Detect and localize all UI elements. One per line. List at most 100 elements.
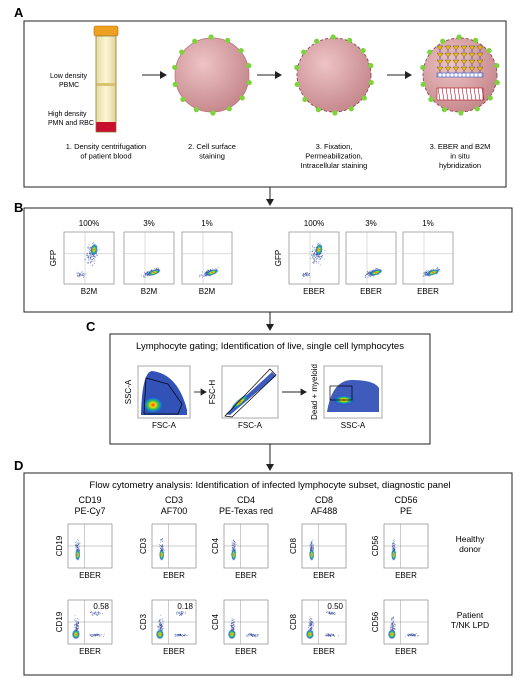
event-dot: [78, 271, 80, 273]
event-dot: [392, 621, 393, 623]
event-dot: [90, 255, 92, 257]
event-dot: [309, 273, 311, 274]
event-dot: [439, 270, 441, 272]
event-dot: [319, 258, 321, 260]
event-dot: [308, 626, 310, 628]
event-dot: [76, 625, 78, 626]
event-dot: [176, 634, 178, 636]
eber-probes-icon: [436, 45, 485, 101]
event-dot: [202, 275, 204, 277]
event-dot: [159, 622, 161, 624]
event-dot: [248, 634, 250, 636]
event-dot: [393, 543, 395, 544]
event-dot: [145, 273, 147, 274]
event-dot: [392, 622, 393, 624]
percent-label: 100%: [79, 219, 99, 228]
event-dot: [93, 258, 95, 260]
event-dot: [73, 626, 75, 628]
step-label-2: staining: [199, 152, 225, 161]
event-dot: [393, 629, 395, 631]
event-dot: [311, 540, 313, 542]
event-dot: [233, 618, 235, 620]
event-dot: [390, 625, 392, 627]
event-dot: [154, 267, 156, 269]
event-dot: [309, 543, 311, 545]
event-dot: [422, 276, 424, 278]
event-dot: [92, 615, 94, 617]
event-dot: [161, 619, 163, 621]
event-dot: [310, 545, 312, 547]
event-dot: [96, 614, 98, 616]
x-axis-label: FSC-A: [238, 421, 263, 430]
antibody-dot: [347, 37, 353, 43]
event-dot: [312, 544, 314, 546]
event-dot: [246, 634, 248, 636]
event-dot: [76, 275, 78, 277]
x-axis-label: FSC-A: [152, 421, 177, 430]
event-dot: [91, 255, 93, 257]
antibody-dot: [332, 110, 338, 116]
event-dot: [324, 250, 326, 251]
x-axis-label: EBER: [417, 287, 439, 296]
event-dot: [315, 256, 317, 258]
antibody-dot: [494, 63, 500, 69]
panel-b-letter: B: [14, 200, 23, 215]
event-dot: [86, 256, 88, 258]
event-dot: [161, 546, 163, 547]
event-dot: [393, 620, 395, 622]
antibody-dot: [420, 81, 426, 87]
event-dot: [316, 262, 317, 264]
antibody-dot: [330, 34, 336, 40]
antibody-dot: [208, 34, 214, 40]
event-dot: [90, 634, 92, 636]
event-dot: [201, 273, 203, 275]
antibody-dot: [294, 64, 300, 71]
event-dot: [176, 610, 178, 612]
event-dot: [392, 544, 394, 546]
event-dot: [415, 633, 417, 635]
event-dot: [177, 633, 179, 635]
antibody-dot: [473, 37, 479, 43]
event-dot: [90, 261, 92, 263]
event-dot: [393, 541, 395, 543]
event-dot: [88, 258, 89, 260]
event-dot: [367, 271, 369, 273]
event-dot: [90, 246, 92, 248]
event-dot: [305, 275, 306, 276]
event-dot: [391, 619, 393, 621]
event-dot: [326, 612, 327, 613]
infected-fraction: 0.58: [93, 602, 109, 611]
antibody-dot: [486, 47, 492, 54]
event-dot: [76, 625, 77, 627]
event-dot: [161, 621, 163, 623]
event-dot: [162, 623, 164, 624]
fluor-label: PE-Texas red: [219, 506, 273, 516]
density-core: [231, 548, 237, 561]
event-dot: [234, 542, 236, 544]
event-dot: [234, 544, 236, 546]
event-dot: [76, 544, 78, 546]
event-dot: [330, 634, 331, 636]
event-dot: [326, 633, 328, 635]
event-dot: [92, 635, 94, 637]
antibody-dot: [456, 34, 462, 40]
event-dot: [314, 249, 316, 251]
event-dot: [365, 273, 367, 275]
event-dot: [184, 634, 186, 636]
event-dot: [316, 259, 318, 261]
event-dot: [96, 255, 98, 257]
event-dot: [233, 539, 235, 541]
event-dot: [257, 634, 259, 636]
event-dot: [232, 546, 234, 548]
event-dot: [179, 612, 181, 614]
percent-label: 3%: [365, 219, 377, 228]
event-dot: [74, 619, 76, 621]
event-dot: [425, 271, 427, 273]
event-dot: [313, 253, 315, 255]
tube-label-high: High density: [48, 111, 87, 118]
event-dot: [144, 273, 146, 275]
event-dot: [233, 621, 235, 623]
event-dot: [303, 275, 305, 277]
event-dot: [314, 260, 316, 262]
event-dot: [312, 249, 314, 251]
